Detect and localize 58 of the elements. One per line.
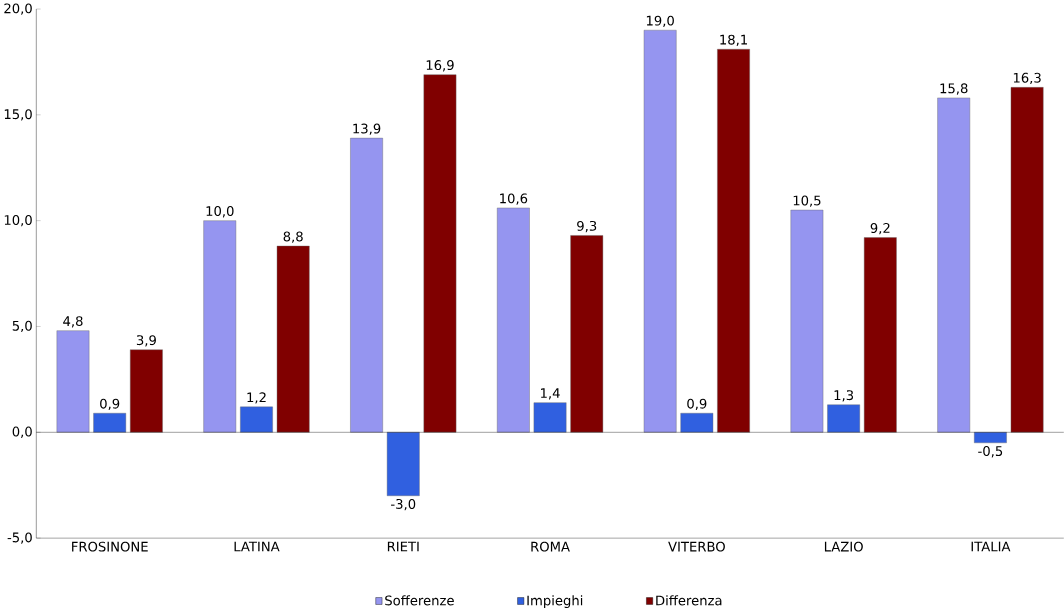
bar	[533, 402, 567, 433]
bar	[276, 245, 310, 433]
data-label: 10,6	[500, 193, 528, 205]
x-tick-label: RIETI	[387, 541, 419, 552]
data-label: 0,9	[100, 398, 120, 411]
data-label: 9,3	[577, 221, 597, 233]
bar	[1010, 87, 1044, 433]
bar	[93, 413, 127, 433]
data-label: 19,0	[646, 15, 674, 28]
x-tick-label: LATINA	[234, 541, 280, 552]
data-label: -3,0	[391, 499, 416, 511]
data-label: 13,9	[353, 123, 381, 135]
data-label: 3,9	[136, 335, 156, 347]
x-tick-label: FROSINONE	[72, 541, 148, 552]
data-label: 0,9	[687, 398, 707, 411]
bar	[643, 30, 677, 433]
data-label: 1,2	[247, 392, 266, 404]
bar	[240, 406, 273, 433]
legend-label: Differenza	[656, 595, 722, 606]
bar	[974, 432, 1007, 444]
data-label: 15,8	[940, 83, 968, 95]
y-tick-label: 0,0	[12, 426, 32, 438]
data-label: 4,8	[63, 316, 83, 328]
y-tick-label: -5,0	[7, 532, 32, 544]
data-label: -0,5	[978, 446, 1003, 458]
x-tick-label: ITALIA	[971, 541, 1011, 552]
x-tick-label: ROMA	[531, 541, 570, 552]
x-tick-label: LAZIO	[824, 541, 863, 552]
bar	[203, 220, 237, 433]
bar	[937, 97, 971, 433]
data-label: 1,4	[541, 388, 560, 400]
bar	[680, 413, 714, 433]
bar	[56, 330, 90, 433]
bar	[386, 432, 420, 497]
data-label: 16,3	[1013, 72, 1041, 85]
bar	[570, 235, 604, 433]
bar	[497, 207, 530, 433]
bar	[717, 49, 750, 433]
legend-label: Sofferenze	[385, 595, 454, 606]
data-label: 10,0	[206, 206, 234, 218]
data-label: 16,9	[426, 60, 454, 72]
data-label: 9,2	[870, 223, 890, 235]
bar	[863, 237, 897, 433]
data-label: 18,1	[720, 34, 747, 47]
x-tick-label: VITERBO	[668, 541, 725, 552]
bar	[790, 209, 824, 433]
data-label: 1,3	[834, 390, 854, 402]
legend-label: Impieghi	[527, 595, 583, 609]
y-tick-label: 15,0	[4, 109, 32, 121]
y-tick-label: 5,0	[12, 320, 32, 333]
bar	[130, 349, 163, 433]
y-tick-label: 10,0	[4, 215, 32, 227]
bar	[827, 404, 860, 433]
bar	[423, 74, 457, 433]
bar	[350, 138, 383, 433]
y-tick-label: 20,0	[4, 3, 32, 15]
data-label: 10,5	[793, 195, 821, 207]
data-label: 8,8	[283, 231, 303, 243]
